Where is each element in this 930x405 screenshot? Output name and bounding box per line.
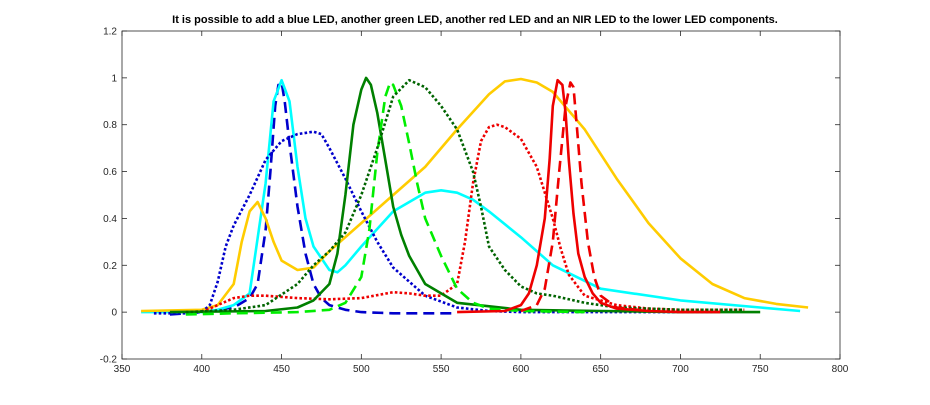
y-tick-label: 0.8 xyxy=(103,120,117,131)
x-tick-label: 650 xyxy=(592,364,609,375)
x-tick-label: 600 xyxy=(513,364,530,375)
x-tick-label: 500 xyxy=(353,364,370,375)
axes-layer: 350 400 450 500 550 600 650 700 750 800 -0.2 0 0.2 0.… xyxy=(100,27,849,376)
x-tick-label: 750 xyxy=(752,364,769,375)
series-line-10 xyxy=(520,81,649,313)
y-tick-label: 0.2 xyxy=(103,261,117,272)
x-tick-label: 550 xyxy=(433,364,450,375)
plot-frame xyxy=(121,30,841,360)
x-tick-label: 400 xyxy=(193,364,210,375)
y-tick-label: 0.6 xyxy=(103,167,117,178)
y-tick-label: 1.2 xyxy=(103,27,117,38)
series-line-1 xyxy=(169,81,458,316)
y-tick-label: 0 xyxy=(111,308,117,319)
x-tick-label: 350 xyxy=(114,364,131,375)
series-line-2 xyxy=(141,78,801,314)
y-tick-label: -0.2 xyxy=(100,355,118,366)
series-line-5 xyxy=(201,123,745,314)
x-tick-label: 700 xyxy=(672,364,689,375)
series-line-3 xyxy=(141,77,809,313)
series-line-6 xyxy=(169,76,761,314)
y-tick-label: 0.4 xyxy=(103,214,117,225)
series-line-4 xyxy=(153,130,713,315)
x-tick-label: 450 xyxy=(273,364,290,375)
chart-title: It is possible to add a blue LED, anothe… xyxy=(172,14,778,26)
x-tick-label: 800 xyxy=(832,364,849,375)
series-line-7 xyxy=(185,81,585,316)
series-layer xyxy=(141,76,809,316)
y-tick-label: 1 xyxy=(111,73,117,84)
